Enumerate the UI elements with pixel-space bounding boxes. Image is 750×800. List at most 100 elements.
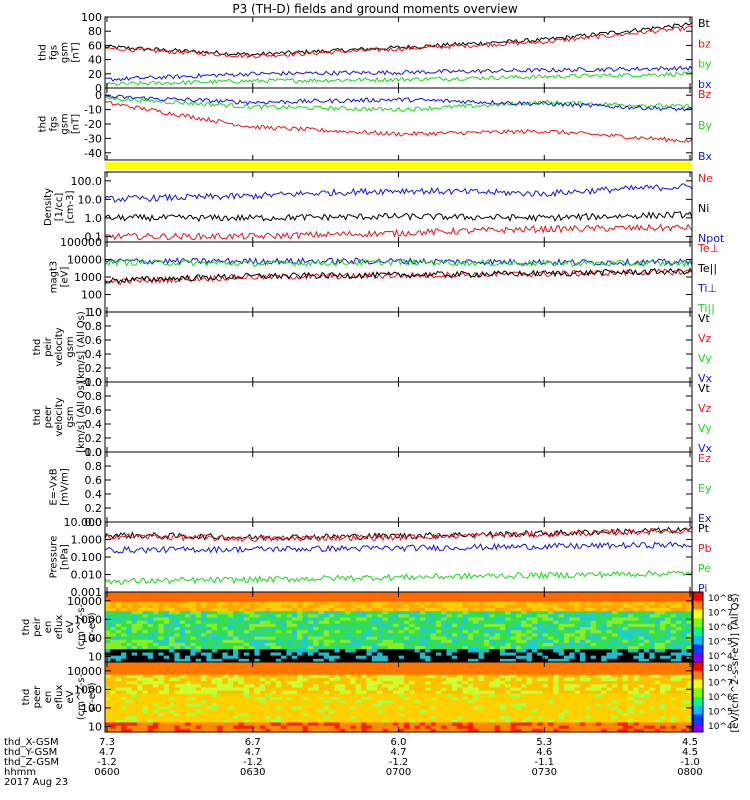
spectrogram-cell bbox=[291, 607, 298, 612]
spectrogram-cell bbox=[595, 703, 602, 707]
y-axis-label: (cm^2-s- bbox=[76, 603, 87, 650]
spectrogram-cell bbox=[227, 595, 234, 599]
spectrogram-cell bbox=[190, 614, 197, 618]
spectrogram-cell bbox=[265, 684, 271, 688]
spectrogram-cell bbox=[574, 712, 581, 717]
spectrogram-cell bbox=[622, 706, 629, 711]
spectrogram-cell bbox=[558, 671, 565, 676]
spectrogram-cell bbox=[377, 703, 383, 707]
spectrogram-cell bbox=[371, 633, 378, 637]
y-axis-label: fgs bbox=[49, 116, 60, 131]
spectrogram-cell bbox=[537, 598, 543, 602]
spectrogram-cell bbox=[137, 623, 143, 628]
spectrogram-cell bbox=[249, 595, 255, 599]
spectrogram-cell bbox=[153, 716, 159, 720]
spectrogram-cell bbox=[270, 614, 277, 618]
spectrogram-cell bbox=[441, 677, 447, 682]
spectrogram-cell bbox=[377, 639, 383, 644]
spectrogram-cell bbox=[318, 677, 325, 682]
spectrogram-cell bbox=[590, 712, 597, 717]
spectrogram-cell bbox=[579, 674, 586, 679]
y-tick-label: 1.000 bbox=[71, 534, 103, 547]
spectrogram-cell bbox=[601, 611, 608, 615]
spectrogram-cell bbox=[313, 611, 319, 615]
spectrogram-cell bbox=[174, 693, 181, 698]
spectrogram-cell bbox=[494, 623, 501, 628]
spectrogram-cell bbox=[275, 674, 282, 679]
spectrogram-cell bbox=[105, 668, 111, 672]
spectrogram-cell bbox=[147, 700, 154, 704]
spectrogram-cell bbox=[473, 706, 479, 711]
spectrogram-cell bbox=[521, 649, 527, 653]
spectrogram-cell bbox=[121, 636, 127, 641]
spectrogram-cell bbox=[238, 697, 245, 701]
spectrogram-cell bbox=[633, 703, 640, 707]
spectrogram-cell bbox=[633, 620, 640, 625]
spectrogram-cell bbox=[414, 636, 421, 641]
spectrogram-cell bbox=[462, 684, 469, 688]
spectrogram-cell bbox=[398, 658, 405, 663]
legend-ne: Ne bbox=[698, 172, 713, 185]
spectrogram-cell bbox=[147, 703, 154, 707]
spectrogram-cell bbox=[275, 636, 282, 641]
spectrogram-cell bbox=[243, 595, 250, 599]
spectrogram-cell bbox=[329, 706, 335, 711]
spectrogram-cell bbox=[361, 655, 367, 660]
spectrogram-cell bbox=[473, 671, 479, 676]
spectrogram-cell bbox=[174, 646, 181, 650]
spectrogram-cell bbox=[105, 623, 111, 628]
spectrogram-cell bbox=[627, 671, 634, 676]
spectrogram-cell bbox=[521, 620, 527, 625]
spectrogram-cell bbox=[382, 697, 389, 701]
spectrogram-cell bbox=[281, 690, 287, 695]
spectrogram-cell bbox=[627, 722, 634, 727]
spectrogram-cell bbox=[521, 709, 527, 714]
spectrogram-cell bbox=[563, 655, 570, 660]
spectrogram-cell bbox=[137, 690, 143, 695]
spectrogram-cell bbox=[441, 652, 447, 657]
spectrogram-cell bbox=[574, 598, 581, 602]
spectrogram-cell bbox=[147, 604, 154, 609]
spectrogram-cell bbox=[345, 620, 351, 625]
spectrogram-cell bbox=[446, 658, 453, 663]
spectrogram-cell bbox=[206, 649, 213, 653]
spectrogram-cell bbox=[425, 633, 431, 637]
spectrogram-cell bbox=[601, 722, 608, 727]
spectrogram-cell bbox=[377, 607, 383, 612]
spectrogram-cell bbox=[355, 668, 362, 672]
spectrogram-cell bbox=[649, 620, 656, 625]
spectrogram-cell bbox=[131, 639, 138, 644]
spectrogram-cell bbox=[318, 697, 325, 701]
spectrogram-cell bbox=[393, 614, 399, 618]
spectrogram-cell bbox=[451, 697, 458, 701]
spectrogram-cell bbox=[505, 687, 511, 692]
spectrogram-cell bbox=[131, 636, 138, 641]
spectrogram-cell bbox=[147, 649, 154, 653]
spectrogram-cell bbox=[302, 700, 309, 704]
spectrogram-cell bbox=[585, 636, 592, 641]
spectrogram-cell bbox=[302, 646, 309, 650]
spectrogram-cell bbox=[302, 642, 309, 647]
spectrogram-cell bbox=[323, 607, 330, 612]
spectrogram-cell bbox=[286, 665, 293, 669]
spectrogram-cell bbox=[350, 646, 357, 650]
spectrogram-cell bbox=[270, 668, 277, 672]
spectrogram-cell bbox=[169, 665, 175, 669]
spectrogram-cell bbox=[142, 716, 149, 720]
spectrogram-cell bbox=[590, 674, 597, 679]
spectrogram-cell bbox=[627, 668, 634, 672]
spectrogram-cell bbox=[414, 668, 421, 672]
spectrogram-cell bbox=[627, 728, 634, 733]
spectrogram-cell bbox=[419, 665, 426, 669]
spectrogram-cell bbox=[686, 639, 693, 644]
spectrogram-cell bbox=[243, 633, 250, 637]
spectrogram-cell bbox=[483, 633, 490, 637]
spectrogram-cell bbox=[142, 674, 149, 679]
spectrogram-cell bbox=[350, 611, 357, 615]
spectrogram-cell bbox=[558, 614, 565, 618]
spectrogram-cell bbox=[686, 642, 693, 647]
spectrogram-cell bbox=[174, 722, 181, 727]
spectrogram-cell bbox=[569, 697, 575, 701]
spectrogram-cell bbox=[574, 668, 581, 672]
spectrogram-cell bbox=[659, 617, 666, 622]
